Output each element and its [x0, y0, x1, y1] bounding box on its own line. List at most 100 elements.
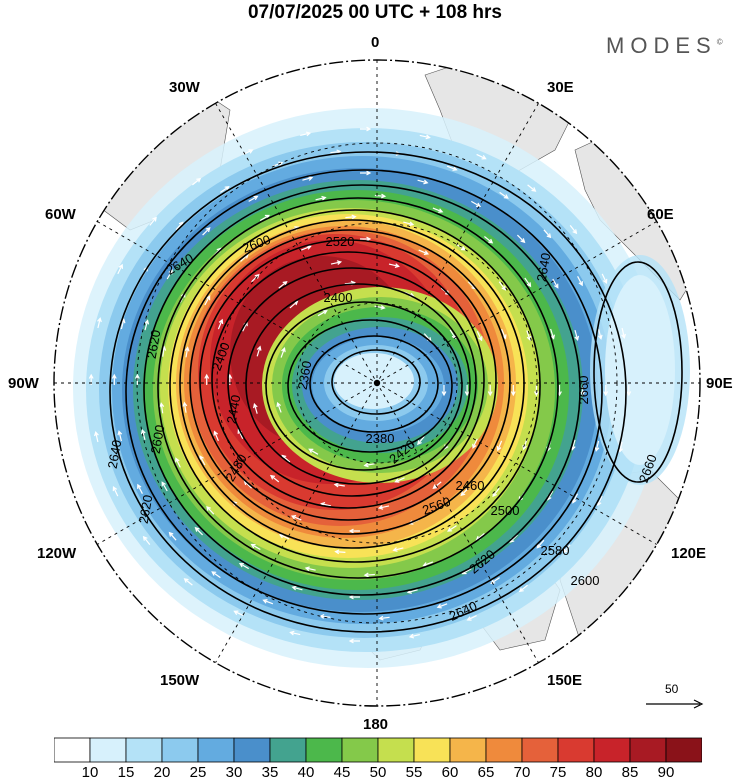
wind-vector-arrow: [621, 327, 626, 340]
wind-vector-arrow: [550, 328, 555, 340]
wind-vector-arrow: [360, 126, 372, 132]
wind-vector-arrow: [377, 505, 390, 510]
colorbar-tick-label: 80: [585, 764, 603, 781]
colorbar-swatch: [125, 737, 163, 763]
lon-label-120w: 120W: [37, 545, 77, 562]
wind-vector-arrow: [419, 134, 431, 140]
lon-label-150w: 150W: [160, 672, 200, 689]
lon-label-180: 180: [363, 716, 389, 733]
map-title: 07/07/2025 00 UTC + 108 hrs: [247, 2, 503, 23]
colorbar-tick-label: 50: [369, 764, 387, 781]
contour-label: 2400: [324, 290, 353, 305]
wind-vector-arrow: [418, 249, 430, 255]
lon-label-150e: 150E: [547, 672, 583, 689]
wind-vector-arrow: [510, 385, 516, 397]
wind-vector-arrow: [308, 448, 319, 455]
wind-vector-arrow: [262, 599, 274, 605]
wind-vector-arrow: [552, 278, 559, 289]
colorbar-swatch: [161, 737, 199, 763]
wind-vector-arrow: [392, 547, 404, 552]
wind-vector-arrow: [471, 200, 482, 208]
contour-label: 2520: [326, 234, 355, 249]
wind-vector-arrow: [432, 481, 442, 489]
wind-vector-arrow: [476, 153, 487, 160]
colorbar-swatch: [233, 737, 271, 763]
wind-vector-arrow: [166, 269, 173, 280]
colorbar-tick-label: 60: [441, 764, 459, 781]
height-contours: [109, 151, 683, 633]
colorbar-tick-label: 85: [621, 764, 639, 781]
wind-vector-arrow: [460, 487, 469, 497]
contour-label: 2620: [144, 329, 164, 360]
wind-vector-arrow: [182, 401, 188, 413]
wind-vector-arrow: [199, 455, 206, 466]
wind-vector-arrow: [183, 578, 193, 586]
wind-vector-arrow: [159, 402, 165, 414]
wind-vector-arrow: [388, 263, 400, 268]
colorbar-tick-label: 25: [189, 764, 207, 781]
wind-vector-arrow: [417, 436, 425, 446]
wind-vector-arrow: [248, 195, 259, 202]
colorbar-tick-label: 70: [513, 764, 531, 781]
wind-vector-arrow: [251, 273, 260, 283]
colorbar: [54, 737, 702, 763]
wind-vector-arrow: [334, 549, 346, 555]
wind-vector-arrow: [278, 281, 288, 289]
colorbar-swatch: [629, 737, 667, 763]
lon-label-90w: 90W: [8, 375, 39, 392]
wind-vector-arrow: [289, 630, 301, 636]
wind-vector-arrow: [363, 572, 375, 578]
wind-vector-arrow: [527, 184, 537, 192]
wind-vector-arrow: [577, 276, 583, 287]
wind-vector-arrow: [432, 207, 444, 213]
colorbar-tick-label: 90: [657, 764, 675, 781]
wind-vector-arrow: [417, 179, 429, 185]
wind-vector-arrow: [204, 373, 210, 385]
colorbar-swatch: [449, 737, 487, 763]
wind-vector-arrow: [574, 329, 580, 342]
wind-vector-arrow: [563, 544, 571, 554]
wind-vector-arrow: [487, 385, 493, 397]
wind-vector-arrow: [202, 227, 211, 236]
wind-vector-arrow: [333, 482, 345, 488]
wind-vector-arrow: [464, 385, 470, 397]
wind-vector-arrow: [315, 195, 327, 201]
wind-vector-arrow: [594, 440, 600, 452]
wind-vector-arrow: [522, 439, 528, 451]
wind-vector-arrow: [472, 438, 478, 449]
wind-vector-arrow: [496, 440, 503, 452]
wind-vector-arrow: [447, 525, 457, 532]
wind-vector-arrow: [94, 430, 99, 443]
wind-vector-arrow: [250, 543, 261, 551]
wind-vector-arrow: [348, 594, 360, 600]
wind-vector-arrow: [112, 485, 119, 497]
wind-vector-arrow: [168, 531, 177, 541]
lon-label-60e: 60E: [647, 206, 674, 223]
colorbar-tick-label: 65: [477, 764, 495, 781]
lon-label-30w: 30W: [169, 79, 200, 96]
colorbar-swatch: [413, 737, 451, 763]
wind-vector-arrow: [137, 483, 143, 494]
wind-vector-arrow: [184, 346, 190, 358]
wind-vector-arrow: [543, 229, 552, 239]
wind-vector-arrow: [524, 277, 532, 288]
colorbar-tick-label: 55: [405, 764, 423, 781]
wind-vector-arrow: [330, 260, 343, 265]
wind-vector-arrow: [211, 571, 221, 579]
wind-vector-arrow: [233, 610, 244, 617]
wind-vector-arrow: [256, 345, 262, 357]
wind-vector-arrow: [217, 318, 224, 330]
colorbar-swatch: [377, 737, 415, 763]
contour-label: 2500: [491, 503, 520, 518]
north-pole-marker: [373, 379, 381, 387]
colorbar-swatch: [341, 737, 379, 763]
wind-vector-arrow: [374, 305, 386, 310]
colorbar-swatch: [89, 737, 127, 763]
lon-label-0: 0: [371, 34, 380, 51]
colorbar-swatch: [557, 737, 595, 763]
wind-vector-arrow: [569, 225, 578, 235]
colorbar-swatch: [521, 737, 559, 763]
lon-label-60w: 60W: [45, 206, 76, 223]
wind-vector-arrow: [175, 457, 181, 468]
